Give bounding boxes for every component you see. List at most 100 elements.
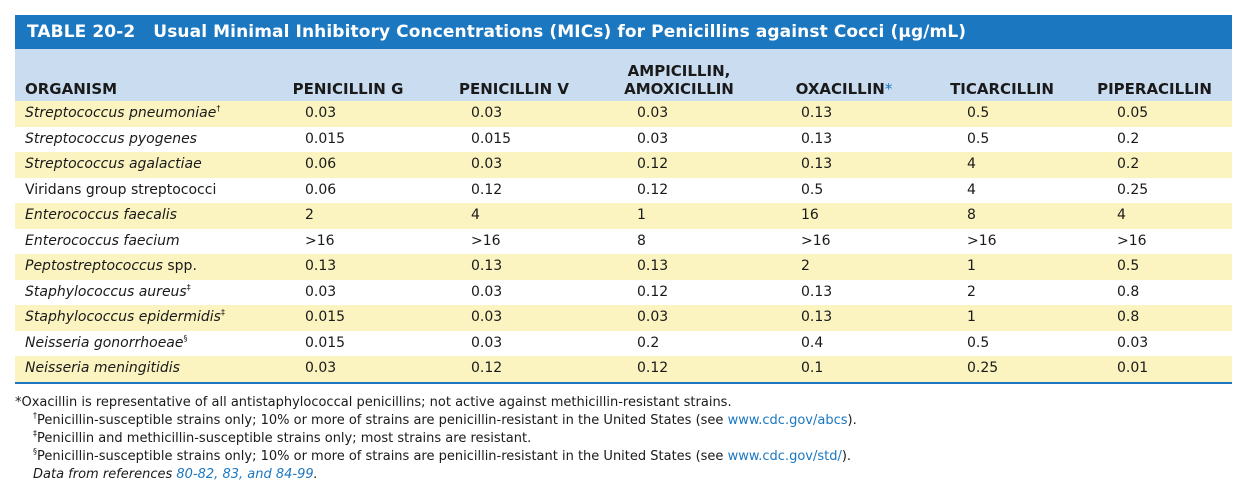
mic-value-piperacillin: 0.01: [1117, 360, 1149, 376]
footnote-oxacillin: *Oxacillin is representative of all anti…: [15, 395, 732, 410]
mic-value-piperacillin: 0.05: [1117, 105, 1149, 121]
mic-value-oxacillin: 0.13: [801, 130, 833, 147]
table-row: Viridans group streptococci 0.06 0.12 0.12 0…: [15, 177, 1232, 204]
organism-name: Enterococcus faecium: [25, 232, 180, 249]
mic-value-ampicillin-amoxicillin: 0.12: [637, 156, 669, 172]
mic-value-penicillin-v: 0.03: [471, 334, 503, 351]
footnote-double-dagger: ‡Penicillin and methicillin-susceptible …: [33, 429, 532, 447]
mic-value-ticarcillin: 1: [967, 309, 976, 325]
mic-value-penicillin-g: 0.13: [305, 258, 337, 274]
table-row: Enterococcus faecalis 2 4 1 16 8 4: [15, 203, 1232, 229]
mic-value-ampicillin-amoxicillin: 0.12: [637, 181, 669, 198]
organism-footnote-mark: §: [183, 333, 188, 343]
mic-value-oxacillin: 16: [801, 207, 819, 223]
footnote-section: §Penicillin-susceptible strains only; 10…: [33, 447, 852, 465]
table-title-bar: TABLE 20-2 Usual Minimal Inhibitory Conc…: [15, 15, 1232, 49]
mic-value-penicillin-g: >16: [305, 232, 335, 249]
mic-value-piperacillin: >16: [1117, 232, 1147, 249]
mic-value-penicillin-g: 0.06: [305, 181, 337, 198]
organism-name: Streptococcus pyogenes: [25, 130, 197, 147]
organism-name: Neisseria meningitidis: [25, 360, 180, 376]
mic-value-ticarcillin: 0.25: [967, 360, 999, 376]
mic-value-oxacillin: 0.4: [801, 334, 824, 351]
mic-value-ticarcillin: 8: [967, 207, 976, 223]
mic-value-oxacillin: 0.13: [801, 156, 833, 172]
organism-name: Neisseria gonorrhoeae: [25, 334, 184, 351]
mic-value-ticarcillin: 0.5: [967, 334, 990, 351]
organism-name-plain: spp.: [162, 258, 197, 274]
mic-value-penicillin-v: 0.03: [471, 105, 503, 121]
organism-name: Staphylococcus epidermidis: [25, 309, 221, 325]
organism-cell: Streptococcus agalactiae: [15, 152, 265, 178]
mic-value-penicillin-g: 0.03: [305, 283, 337, 300]
table-body: Streptococcus pneumoniae† 0.03 0.03 0.03 0.1…: [15, 101, 1232, 382]
table-row: Streptococcus agalactiae 0.06 0.03 0.12 0.13…: [15, 152, 1232, 178]
organism-name: Streptococcus agalactiae: [25, 156, 202, 172]
col-header-ampicillin-amoxicillin: AMPICILLIN, AMOXICILLIN: [624, 62, 734, 98]
organism-cell: Neisseria meningitidis: [15, 356, 265, 382]
table-number: TABLE 20-2: [27, 22, 136, 42]
organism-cell: Streptococcus pneumoniae†: [15, 101, 265, 127]
table-row: Enterococcus faecium >16 >16 8 >16 >16 >16: [15, 228, 1232, 255]
mic-value-penicillin-g: 2: [305, 207, 314, 223]
data-source-note: Data from references 80-82, 83, and 84-9…: [33, 467, 318, 482]
mic-value-piperacillin: 0.2: [1117, 130, 1140, 147]
mic-value-ticarcillin: 4: [967, 181, 976, 198]
table-title: Usual Minimal Inhibitory Concentrations …: [153, 22, 967, 42]
mic-value-oxacillin: 0.13: [801, 309, 833, 325]
mic-value-piperacillin: 0.8: [1117, 283, 1140, 300]
table-row: Neisseria gonorrhoeae§ 0.015 0.03 0.2 0.4 0.5…: [15, 330, 1232, 357]
organism-cell: Enterococcus faecalis: [15, 203, 265, 229]
mic-value-ampicillin-amoxicillin: 0.12: [637, 360, 669, 376]
table-row: Peptostreptococcus spp. 0.13 0.13 0.13 2 1 0.5: [15, 254, 1232, 280]
mic-value-penicillin-v: 0.03: [471, 283, 503, 300]
mic-value-piperacillin: 0.8: [1117, 309, 1140, 325]
organism-footnote-mark: ‡: [186, 282, 191, 292]
mic-value-penicillin-v: >16: [471, 232, 501, 249]
mic-value-piperacillin: 0.03: [1117, 334, 1149, 351]
mic-value-ticarcillin: 0.5: [967, 105, 990, 121]
col-header-organism: ORGANISM: [25, 80, 118, 98]
col-header-penicillin-v: PENICILLIN V: [458, 80, 570, 98]
mic-value-penicillin-v: 0.12: [471, 360, 503, 376]
mic-value-penicillin-g: 0.015: [305, 130, 346, 147]
mic-value-ticarcillin: >16: [967, 232, 997, 249]
mic-value-ticarcillin: 0.5: [967, 130, 990, 147]
mic-value-ampicillin-amoxicillin: 0.2: [637, 334, 660, 351]
table-row: Staphylococcus epidermidis‡ 0.015 0.03 0.03…: [15, 305, 1232, 331]
table-row: Streptococcus pyogenes 0.015 0.015 0.03 0.13…: [15, 126, 1232, 153]
organism-cell: Viridans group streptococci: [15, 178, 265, 204]
mic-value-penicillin-g: 0.015: [305, 309, 346, 325]
col-header-piperacillin: PIPERACILLIN: [1097, 80, 1212, 98]
mic-value-penicillin-v: 4: [471, 207, 480, 223]
organism-name: Streptococcus pneumoniae: [25, 105, 217, 121]
mic-value-piperacillin: 0.5: [1117, 258, 1140, 274]
organism-cell: Enterococcus faecium: [15, 229, 265, 255]
cdc-abcs-link[interactable]: www.cdc.gov/abcs: [727, 413, 848, 428]
table-row: Staphylococcus aureus‡ 0.03 0.03 0.12 0.13 2 0…: [15, 279, 1232, 305]
reference-links[interactable]: 80-82, 83, and 84-99: [176, 467, 314, 482]
mic-value-ticarcillin: 2: [967, 283, 976, 300]
organism-cell: Neisseria gonorrhoeae§: [15, 331, 265, 357]
mic-value-oxacillin: 0.13: [801, 283, 833, 300]
mic-value-ticarcillin: 1: [967, 258, 976, 274]
cdc-std-link[interactable]: www.cdc.gov/std/: [727, 449, 842, 464]
mic-value-ampicillin-amoxicillin: 0.12: [637, 283, 669, 300]
col-header-penicillin-g: PENICILLIN G: [292, 80, 404, 98]
mic-value-ampicillin-amoxicillin: 1: [637, 207, 646, 223]
table-row: Streptococcus pneumoniae† 0.03 0.03 0.03 0.1…: [15, 101, 1232, 127]
header-row: ORGANISM PENICILLIN G PENICILLIN V AMPIC…: [15, 49, 1232, 101]
mic-value-penicillin-v: 0.03: [471, 156, 503, 172]
organism-name: Staphylococcus aureus: [25, 283, 187, 300]
mic-value-piperacillin: 0.2: [1117, 156, 1140, 172]
mic-value-oxacillin: >16: [801, 232, 831, 249]
organism-footnote-mark: ‡: [220, 308, 225, 317]
mic-value-penicillin-g: 0.03: [305, 105, 337, 121]
organism-cell: Streptococcus pyogenes: [15, 127, 265, 153]
footnotes: *Oxacillin is representative of all anti…: [15, 394, 1235, 484]
mic-value-ampicillin-amoxicillin: 0.03: [637, 309, 669, 325]
mic-value-penicillin-g: 0.015: [305, 334, 346, 351]
mic-value-oxacillin: 0.5: [801, 181, 824, 198]
organism-cell: Staphylococcus epidermidis‡: [15, 305, 265, 331]
mic-value-piperacillin: 0.25: [1117, 181, 1149, 198]
